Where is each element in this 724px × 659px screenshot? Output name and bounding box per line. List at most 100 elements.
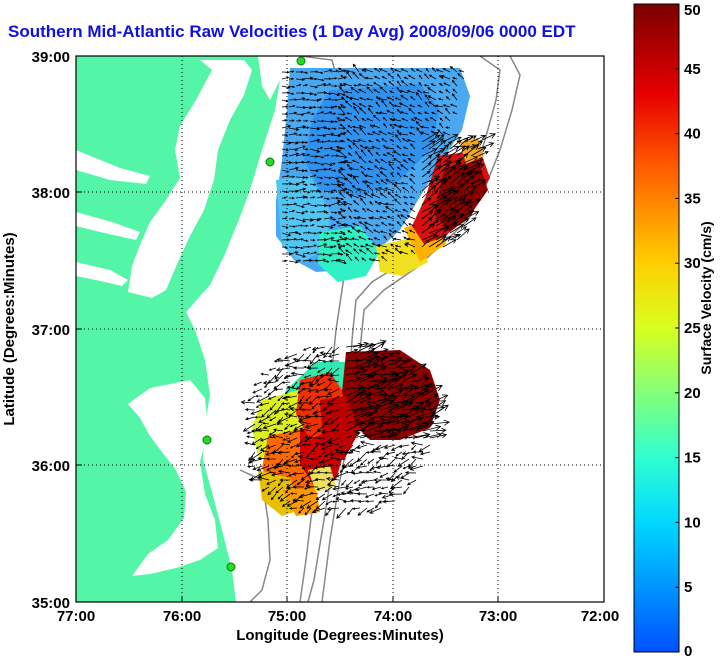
colorbar-tick-label: 30 [684,255,701,272]
velocity-arrow [352,125,360,129]
velocity-arrow [330,120,338,123]
velocity-arrow [246,435,256,439]
velocity-arrow [435,151,449,164]
velocity-arrow [428,219,440,227]
velocity-arrow [280,407,291,411]
velocity-arrow [336,199,346,206]
velocity-arrow [393,237,402,241]
velocity-arrow [309,133,316,137]
velocity-arrow [373,89,381,94]
velocity-arrow [431,67,437,73]
lat-tick-label: 35:00 [32,595,70,612]
velocity-arrow [344,486,354,490]
velocity-arrow [423,111,430,115]
velocity-arrow [318,458,326,464]
velocity-arrow [295,119,302,122]
velocity-arrow [256,395,270,403]
colorbar-tick-label: 50 [684,2,701,19]
velocity-arrow [316,470,326,474]
velocity-arrow [297,454,312,460]
velocity-arrow [330,259,340,262]
velocity-arrow [353,209,360,213]
velocity-arrow [409,465,424,471]
velocity-arrow [309,183,317,186]
velocity-arrow [330,169,337,172]
velocity-arrow [397,132,409,136]
velocity-arrow [352,411,370,418]
velocity-arrow [349,96,360,101]
velocity-arrow [305,395,312,402]
velocity-arrow [373,395,393,404]
velocity-arrow [288,85,296,88]
velocity-arrow [316,134,327,138]
velocity-arrow [288,209,296,213]
velocity-arrow [338,105,346,115]
velocity-arrow [281,160,293,165]
velocity-arrow [415,68,423,73]
velocity-arrow [316,162,325,166]
velocity-arrow [339,465,347,473]
velocity-arrow [281,105,289,108]
velocity-arrow [430,83,437,87]
velocity-arrow [422,414,439,425]
velocity-arrow [335,145,346,150]
velocity-arrow [395,475,410,481]
velocity-arrow [273,359,284,363]
velocity-arrow [262,380,277,385]
velocity-arrow [394,244,402,248]
velocity-arrow [378,201,388,206]
velocity-arrow [301,387,312,391]
velocity-arrow [374,493,382,497]
velocity-arrow [309,174,317,178]
velocity-arrow [323,225,334,229]
lon-tick-label: 72:00 [581,608,619,625]
velocity-arrow [353,115,360,122]
velocity-arrow [445,96,451,101]
velocity-arrow [364,146,374,150]
velocity-arrow [370,465,382,470]
velocity-arrow [401,118,409,122]
velocity-arrow [393,465,403,473]
velocity-arrow [387,356,403,362]
velocity-arrow [435,189,453,199]
velocity-arrow [298,507,305,514]
velocity-arrow [299,395,305,402]
velocity-arrow [295,238,304,241]
velocity-arrow [316,225,325,229]
velocity-arrow [408,108,416,115]
velocity-arrow [402,220,409,227]
velocity-arrow [379,86,388,94]
chesapeake-bay [128,60,252,298]
velocity-arrow [389,138,395,143]
velocity-arrow [352,343,374,355]
velocity-arrow [312,444,319,451]
velocity-arrow [407,465,417,469]
velocity-arrow [323,162,333,167]
velocity-arrow [302,71,309,74]
velocity-arrow [242,423,256,432]
velocity-arrow [400,80,409,87]
velocity-arrow [456,170,473,185]
velocity-arrow [409,153,416,157]
velocity-arrow [470,163,485,171]
velocity-arrow [324,395,333,398]
velocity-arrow [415,433,431,439]
velocity-arrow [396,129,402,136]
velocity-arrow [331,346,340,354]
velocity-arrow [271,434,284,439]
velocity-arrow [328,359,339,363]
velocity-arrow [252,465,263,471]
velocity-arrow [381,251,388,255]
velocity-arrow [253,381,263,386]
velocity-arrow [355,465,368,469]
velocity-arrow [281,225,289,229]
velocity-arrow [449,139,462,150]
velocity-arrow [367,132,374,136]
velocity-arrow [408,415,422,425]
colorbar-tick-label: 5 [684,579,692,596]
velocity-arrow [281,154,289,157]
velocity-arrow [315,493,326,501]
velocity-arrow [444,116,451,122]
velocity-arrow [296,479,305,485]
velocity-arrow [383,235,388,241]
